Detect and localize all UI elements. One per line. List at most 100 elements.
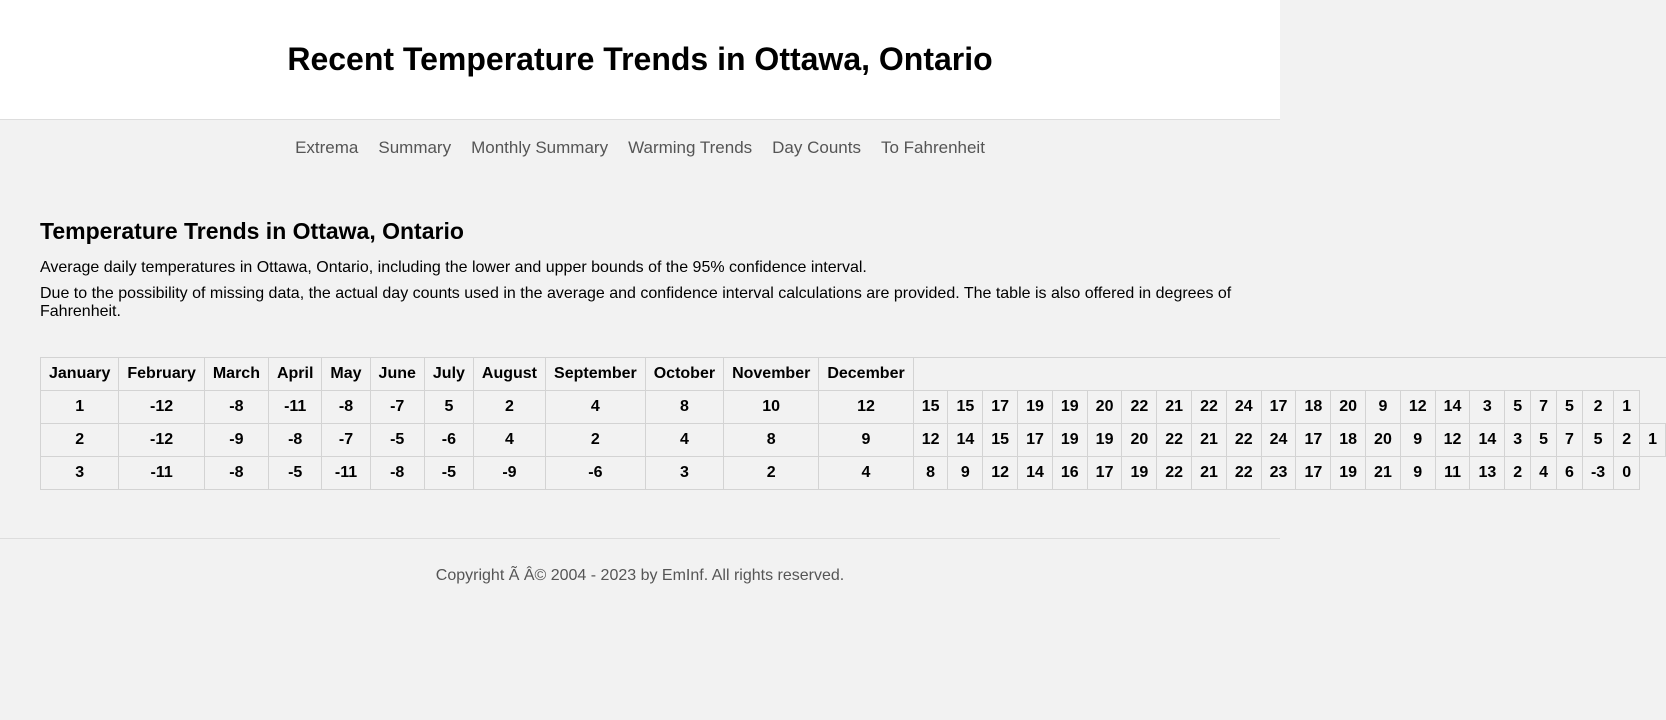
table-cell: 21	[1191, 456, 1227, 490]
table-cell: 9	[1399, 456, 1436, 490]
note-paragraph: Due to the possibility of missing data, …	[40, 285, 1232, 320]
table-cell: 20	[1121, 423, 1158, 457]
table-cell: 16	[1051, 456, 1088, 490]
empty-cell	[1639, 390, 1666, 424]
table-cell: 24	[1225, 390, 1262, 424]
nav-link-to-fahrenheit[interactable]: To Fahrenheit	[880, 138, 985, 157]
intro-paragraph: Average daily temperatures in Ottawa, On…	[40, 259, 867, 276]
table-cell: -5	[423, 456, 474, 490]
month-header: April	[267, 357, 323, 391]
table-cell: 4	[472, 423, 547, 457]
table-cell: 2	[1504, 456, 1532, 490]
table-cell: 15	[912, 390, 949, 424]
table-cell: 15	[947, 390, 984, 424]
empty-header-cell	[1400, 358, 1435, 391]
table-cell: 14	[1434, 390, 1471, 424]
nav-link-day-counts[interactable]: Day Counts	[772, 138, 861, 157]
site-nav: Extrema Summary Monthly Summary Warming …	[0, 138, 1280, 158]
site-header: Recent Temperature Trends in Ottawa, Ont…	[0, 0, 1280, 120]
table-cell: -11	[118, 456, 205, 490]
empty-header-cell	[1505, 358, 1531, 391]
month-header: July	[423, 357, 474, 391]
empty-header-cell	[1087, 358, 1122, 391]
table-cell: 4	[1530, 456, 1558, 490]
table-cell: 3	[1504, 423, 1532, 457]
table-header-row: January February March April May June July Augu…	[39, 357, 1666, 391]
empty-header-cell	[1435, 358, 1470, 391]
empty-header-cell	[1640, 358, 1666, 391]
table-cell: 1	[1639, 423, 1666, 457]
table-cell: 2	[39, 423, 120, 457]
table-cell: 12	[818, 390, 914, 424]
table-cell: 5	[423, 390, 474, 424]
table-cell: 17	[1017, 423, 1053, 457]
site-title: Recent Temperature Trends in Ottawa, Ont…	[287, 41, 993, 77]
table-cell: 19	[1051, 423, 1088, 457]
table-cell: 3	[644, 456, 725, 490]
table-row: 1 -12 -8 -11 -8 -7 5 2 4 8 10 12 15 15 17 19 19 20 22 21 22 2…	[39, 390, 1666, 424]
nav-link-extrema[interactable]: Extrema	[295, 138, 359, 157]
table-cell: 0	[1613, 456, 1641, 490]
table-cell: 4	[545, 390, 646, 424]
empty-header-cell	[1614, 358, 1640, 391]
table-cell: 22	[1121, 390, 1158, 424]
empty-header-cell	[1226, 358, 1261, 391]
table-cell: 8	[723, 423, 820, 457]
table-cell: -12	[118, 390, 205, 424]
table-cell: 17	[1260, 390, 1297, 424]
month-header: March	[203, 357, 269, 391]
table-cell: 18	[1330, 423, 1367, 457]
table-cell: 17	[1086, 456, 1123, 490]
table-cell: -8	[369, 456, 425, 490]
table-row: 2 -12 -9 -8 -7 -5 -6 4 2 4 8 9 12 14 15 17 19 19 20 22 21 22 2…	[39, 423, 1666, 457]
empty-cell	[1639, 456, 1666, 490]
month-header: December	[818, 357, 914, 391]
table-cell: 17	[1295, 456, 1332, 490]
table-cell: 4	[644, 423, 725, 457]
footer-copyright: Copyright Ã Â© 2004 - 2023 by EmInf. All…	[435, 567, 845, 584]
nav-link-monthly-summary[interactable]: Monthly Summary	[471, 138, 609, 157]
table-cell: 12	[982, 456, 1019, 490]
table-cell: 22	[1191, 390, 1227, 424]
table-cell: 5	[1556, 390, 1583, 424]
table-cell: 12	[1399, 390, 1436, 424]
empty-header-cell	[1052, 358, 1087, 391]
table-cell: -9	[203, 423, 269, 457]
table-cell: 1	[1613, 390, 1641, 424]
table-cell: 2	[1581, 390, 1615, 424]
empty-header-cell	[1531, 358, 1557, 391]
table-cell: 6	[1556, 456, 1583, 490]
table-cell: 5	[1504, 390, 1532, 424]
table-cell: 17	[982, 390, 1019, 424]
empty-header-cell	[1366, 358, 1401, 391]
table-cell: 19	[1051, 390, 1088, 424]
table-cell: 23	[1260, 456, 1297, 490]
empty-header-cell	[1296, 358, 1331, 391]
table-cell: 8	[644, 390, 725, 424]
table-cell: -8	[203, 456, 269, 490]
table-cell: 21	[1365, 456, 1401, 490]
empty-header-cell	[1582, 358, 1613, 391]
table-cell: -8	[321, 390, 371, 424]
table-row: 3 -11 -8 -5 -11 -8 -5 -9 -6 3 2 4 8 9 12 14 16 17 19 22 21 22…	[39, 456, 1666, 490]
footer-divider	[0, 538, 1280, 539]
month-header: August	[472, 357, 547, 391]
table-cell: 14	[1017, 456, 1053, 490]
table-cell: 20	[1330, 390, 1367, 424]
table-cell: 9	[1365, 390, 1401, 424]
empty-header-cell	[1122, 358, 1157, 391]
empty-header-cell	[1557, 358, 1583, 391]
nav-link-summary[interactable]: Summary	[378, 138, 452, 157]
empty-header-cell	[1261, 358, 1296, 391]
table-cell: -3	[1581, 456, 1615, 490]
nav-link-warming-trends[interactable]: Warming Trends	[628, 138, 753, 157]
table-cell: 5	[1581, 423, 1615, 457]
table-cell: 18	[1295, 390, 1332, 424]
table-cell: 7	[1530, 390, 1558, 424]
table-cell: 20	[1086, 390, 1123, 424]
table-cell: 14	[1469, 423, 1506, 457]
month-header: February	[118, 357, 205, 391]
table-cell: 9	[1399, 423, 1436, 457]
table-cell: 20	[1365, 423, 1401, 457]
table-cell: -7	[369, 390, 425, 424]
